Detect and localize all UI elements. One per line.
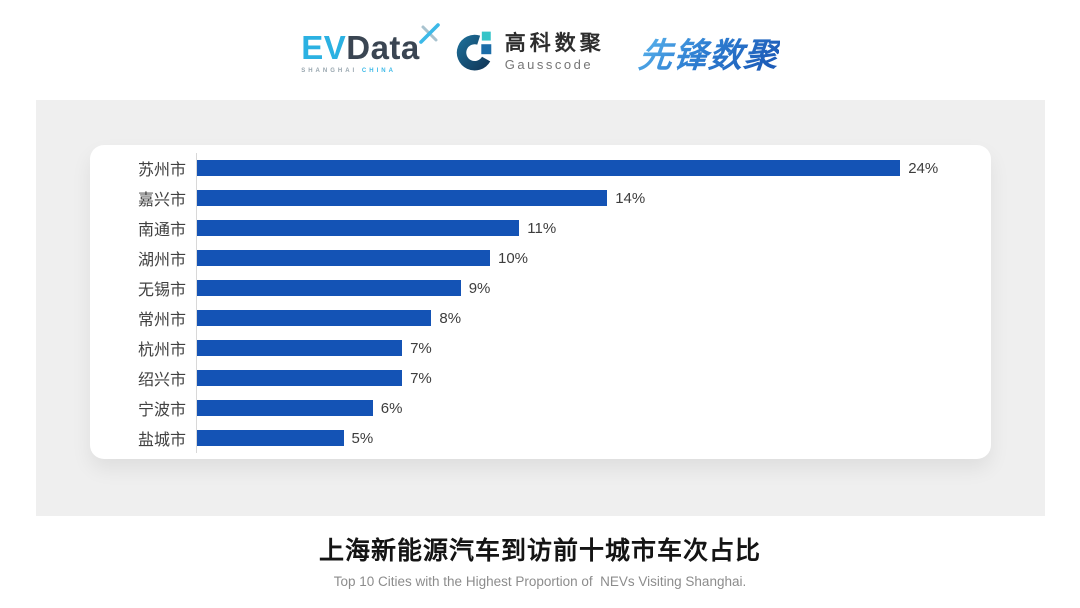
chart-row: 无锡市 9% (90, 273, 983, 303)
gausscode-g-icon (454, 29, 496, 76)
value-label: 7% (410, 369, 432, 387)
chart-title: 上海新能源汽车到访前十城市车次占比 (318, 537, 761, 565)
bar (197, 310, 432, 326)
chart-row: 宁波市 6% (90, 393, 983, 423)
footer: 上海新能源汽车到访前十城市车次占比 Top 10 Cities with the… (0, 531, 1080, 589)
gausscode-name-cn: 高科数聚 (504, 32, 605, 56)
city-label: 宁波市 (137, 402, 186, 419)
city-label: 绍兴市 (137, 372, 186, 389)
value-label: 7% (410, 339, 432, 357)
value-label: 9% (468, 279, 491, 297)
gausscode-text-block: 高科数聚 Gausscode (505, 32, 605, 71)
chart-row: 嘉兴市 14% (90, 183, 983, 213)
bar (197, 400, 373, 416)
city-label: 嘉兴市 (137, 192, 186, 209)
chart-row: 苏州市 24% (90, 153, 983, 183)
chart-row: 绍兴市 7% (90, 363, 983, 393)
xianfeng-shuju-logo: 先锋数聚 (636, 28, 781, 77)
bar (197, 250, 490, 266)
bar-area: 10% (196, 243, 983, 273)
city-label: 湖州市 (137, 252, 186, 269)
bar-area: 5% (196, 423, 983, 453)
bar-area: 24% (196, 153, 983, 183)
chart-card: 苏州市 24% 嘉兴市 14% 南通市 11% 湖州市 10% 无锡市 9% (90, 145, 991, 459)
city-label: 盐城市 (137, 432, 186, 449)
value-label: 8% (439, 309, 462, 327)
city-label: 苏州市 (137, 162, 186, 179)
bar-area: 14% (196, 183, 983, 213)
bar (197, 220, 520, 236)
evdata-subtext-china: CHINA (361, 67, 396, 74)
chart-subtitle: Top 10 Cities with the Highest Proportio… (333, 574, 747, 589)
city-label: 杭州市 (137, 342, 186, 359)
city-label: 无锡市 (137, 282, 186, 299)
evdata-wordmark-ev: EV (301, 28, 347, 66)
value-label: 5% (351, 429, 374, 447)
bar-area: 7% (196, 333, 983, 363)
gausscode-name-en: Gausscode (504, 56, 594, 72)
city-label: 南通市 (137, 222, 186, 239)
chart-row: 常州市 8% (90, 303, 983, 333)
chart-row: 盐城市 5% (90, 423, 983, 453)
evdata-subtext-shanghai: SHANGHAI (301, 67, 358, 74)
value-label: 10% (498, 249, 529, 267)
bar (197, 340, 403, 356)
chart-panel: 苏州市 24% 嘉兴市 14% 南通市 11% 湖州市 10% 无锡市 9% (36, 100, 1045, 516)
bar-area: 11% (196, 213, 983, 243)
value-label: 24% (908, 159, 939, 177)
evdata-logo: EVData SHANGHAI CHINA (301, 22, 440, 74)
bar (197, 430, 344, 446)
bar (197, 190, 608, 206)
bar (197, 160, 901, 176)
value-label: 14% (615, 189, 646, 207)
value-label: 6% (380, 399, 403, 417)
gausscode-logo: 高科数聚 Gausscode (454, 29, 605, 76)
evdata-subtext: SHANGHAI CHINA (301, 68, 396, 74)
header-logo-strip: EVData SHANGHAI CHINA (0, 22, 1080, 80)
value-label: 11% (527, 219, 557, 237)
evdata-spark-icon (418, 22, 440, 49)
chart-row: 杭州市 7% (90, 333, 983, 363)
chart-row: 湖州市 10% (90, 243, 983, 273)
chart-row: 南通市 11% (90, 213, 983, 243)
evdata-wordmark-data: Data (346, 28, 420, 66)
bar-area: 7% (196, 363, 983, 393)
bar-area: 9% (196, 273, 983, 303)
bar-area: 6% (196, 393, 983, 423)
city-label: 常州市 (137, 312, 186, 329)
bar (197, 370, 403, 386)
bar-area: 8% (196, 303, 983, 333)
bar-chart: 苏州市 24% 嘉兴市 14% 南通市 11% 湖州市 10% 无锡市 9% (90, 153, 983, 453)
bar (197, 280, 461, 296)
evdata-wordmark: EVData (301, 31, 420, 64)
